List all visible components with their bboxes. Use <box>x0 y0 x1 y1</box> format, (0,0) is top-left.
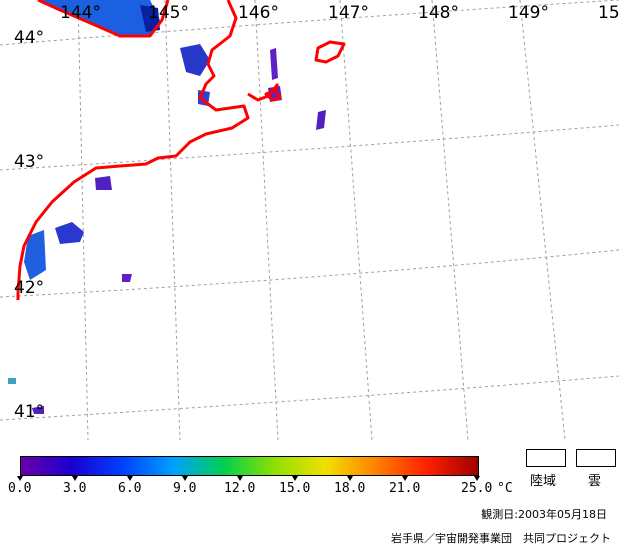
lon-label-148: 148° <box>418 3 459 23</box>
credit-line: 岩手県／宇宙開発事業団 共同プロジェクト <box>391 532 611 545</box>
sst-patch-tiny <box>122 274 132 282</box>
colorbar-tick-mark <box>17 476 23 481</box>
grid-lon-148 <box>431 0 469 440</box>
lat-label-44: 44° <box>14 28 45 48</box>
graticule <box>0 0 619 440</box>
colorbar-tick-label: 18.0 <box>334 481 366 496</box>
lat-label-42: 42° <box>14 278 45 298</box>
colorbar-tick-mark <box>474 476 480 481</box>
colorbar-tick-label: 9.0 <box>173 481 197 496</box>
sst-patch-tiny2 <box>8 378 16 384</box>
colorbar-tick-mark <box>127 476 133 481</box>
sst-data-patches <box>8 0 326 414</box>
colorbar-unit-label: °C <box>497 481 513 496</box>
observation-date: 観測日:2003年05月18日 <box>481 508 607 521</box>
land-legend-swatch <box>526 449 566 467</box>
colorbar-tick-label: 6.0 <box>118 481 142 496</box>
sst-patch-kunashiri <box>270 48 278 80</box>
colorbar-tick-label: 15.0 <box>279 481 311 496</box>
lon-label-150: 15 <box>598 3 619 23</box>
colorbar-tick-mark <box>237 476 243 481</box>
cloud-legend-swatch <box>576 449 616 467</box>
cloud-legend-label: 雲 <box>588 474 602 489</box>
grid-lon-144 <box>77 0 89 440</box>
lon-label-149: 149° <box>508 3 549 23</box>
grid-lat-43 <box>0 124 619 171</box>
sea-surface-temperature-map <box>0 0 619 440</box>
grid-lon-146 <box>254 0 279 440</box>
coastline-hokkaido <box>16 0 250 300</box>
colorbar-tick-mark <box>72 476 78 481</box>
grid-lon-147 <box>339 0 373 440</box>
lon-label-146: 146° <box>238 3 279 23</box>
grid-lat-42 <box>0 249 619 298</box>
sst-patch-east <box>95 176 112 190</box>
colorbar-tick-mark <box>182 476 188 481</box>
sst-patch-shiretoko <box>180 44 210 76</box>
sst-patch-north <box>38 0 160 36</box>
coastline <box>16 0 346 300</box>
land-legend-label: 陸域 <box>530 474 557 489</box>
lon-label-147: 147° <box>328 3 369 23</box>
lat-label-43: 43° <box>14 152 45 172</box>
colorbar-tick-label: 12.0 <box>224 481 256 496</box>
lon-label-145: 145° <box>148 3 189 23</box>
temperature-colorbar <box>20 456 479 476</box>
coastline-island-1 <box>314 40 346 64</box>
sst-patch-small2 <box>316 110 326 130</box>
colorbar-tick-mark <box>292 476 298 481</box>
grid-lon-149 <box>519 0 566 440</box>
sst-patch-tiny3 <box>32 406 44 414</box>
colorbar-tick-mark <box>402 476 408 481</box>
colorbar-tick-label: 3.0 <box>63 481 87 496</box>
lat-label-41: 41° <box>14 402 45 422</box>
colorbar-tick-mark <box>347 476 353 481</box>
sst-patch-north-dark <box>140 5 160 32</box>
lon-label-144: 144° <box>60 3 101 23</box>
colorbar-tick-label: 25.0 <box>461 481 493 496</box>
sst-patch-erimo <box>24 230 46 280</box>
grid-lon-145 <box>164 0 181 440</box>
grid-lat-44 <box>0 0 619 46</box>
coastline-island-2 <box>264 88 282 102</box>
grid-lat-41 <box>0 375 619 421</box>
colorbar-tick-label: 0.0 <box>8 481 32 496</box>
colorbar-tick-label: 21.0 <box>389 481 421 496</box>
sst-patch-tokachi <box>55 222 84 244</box>
